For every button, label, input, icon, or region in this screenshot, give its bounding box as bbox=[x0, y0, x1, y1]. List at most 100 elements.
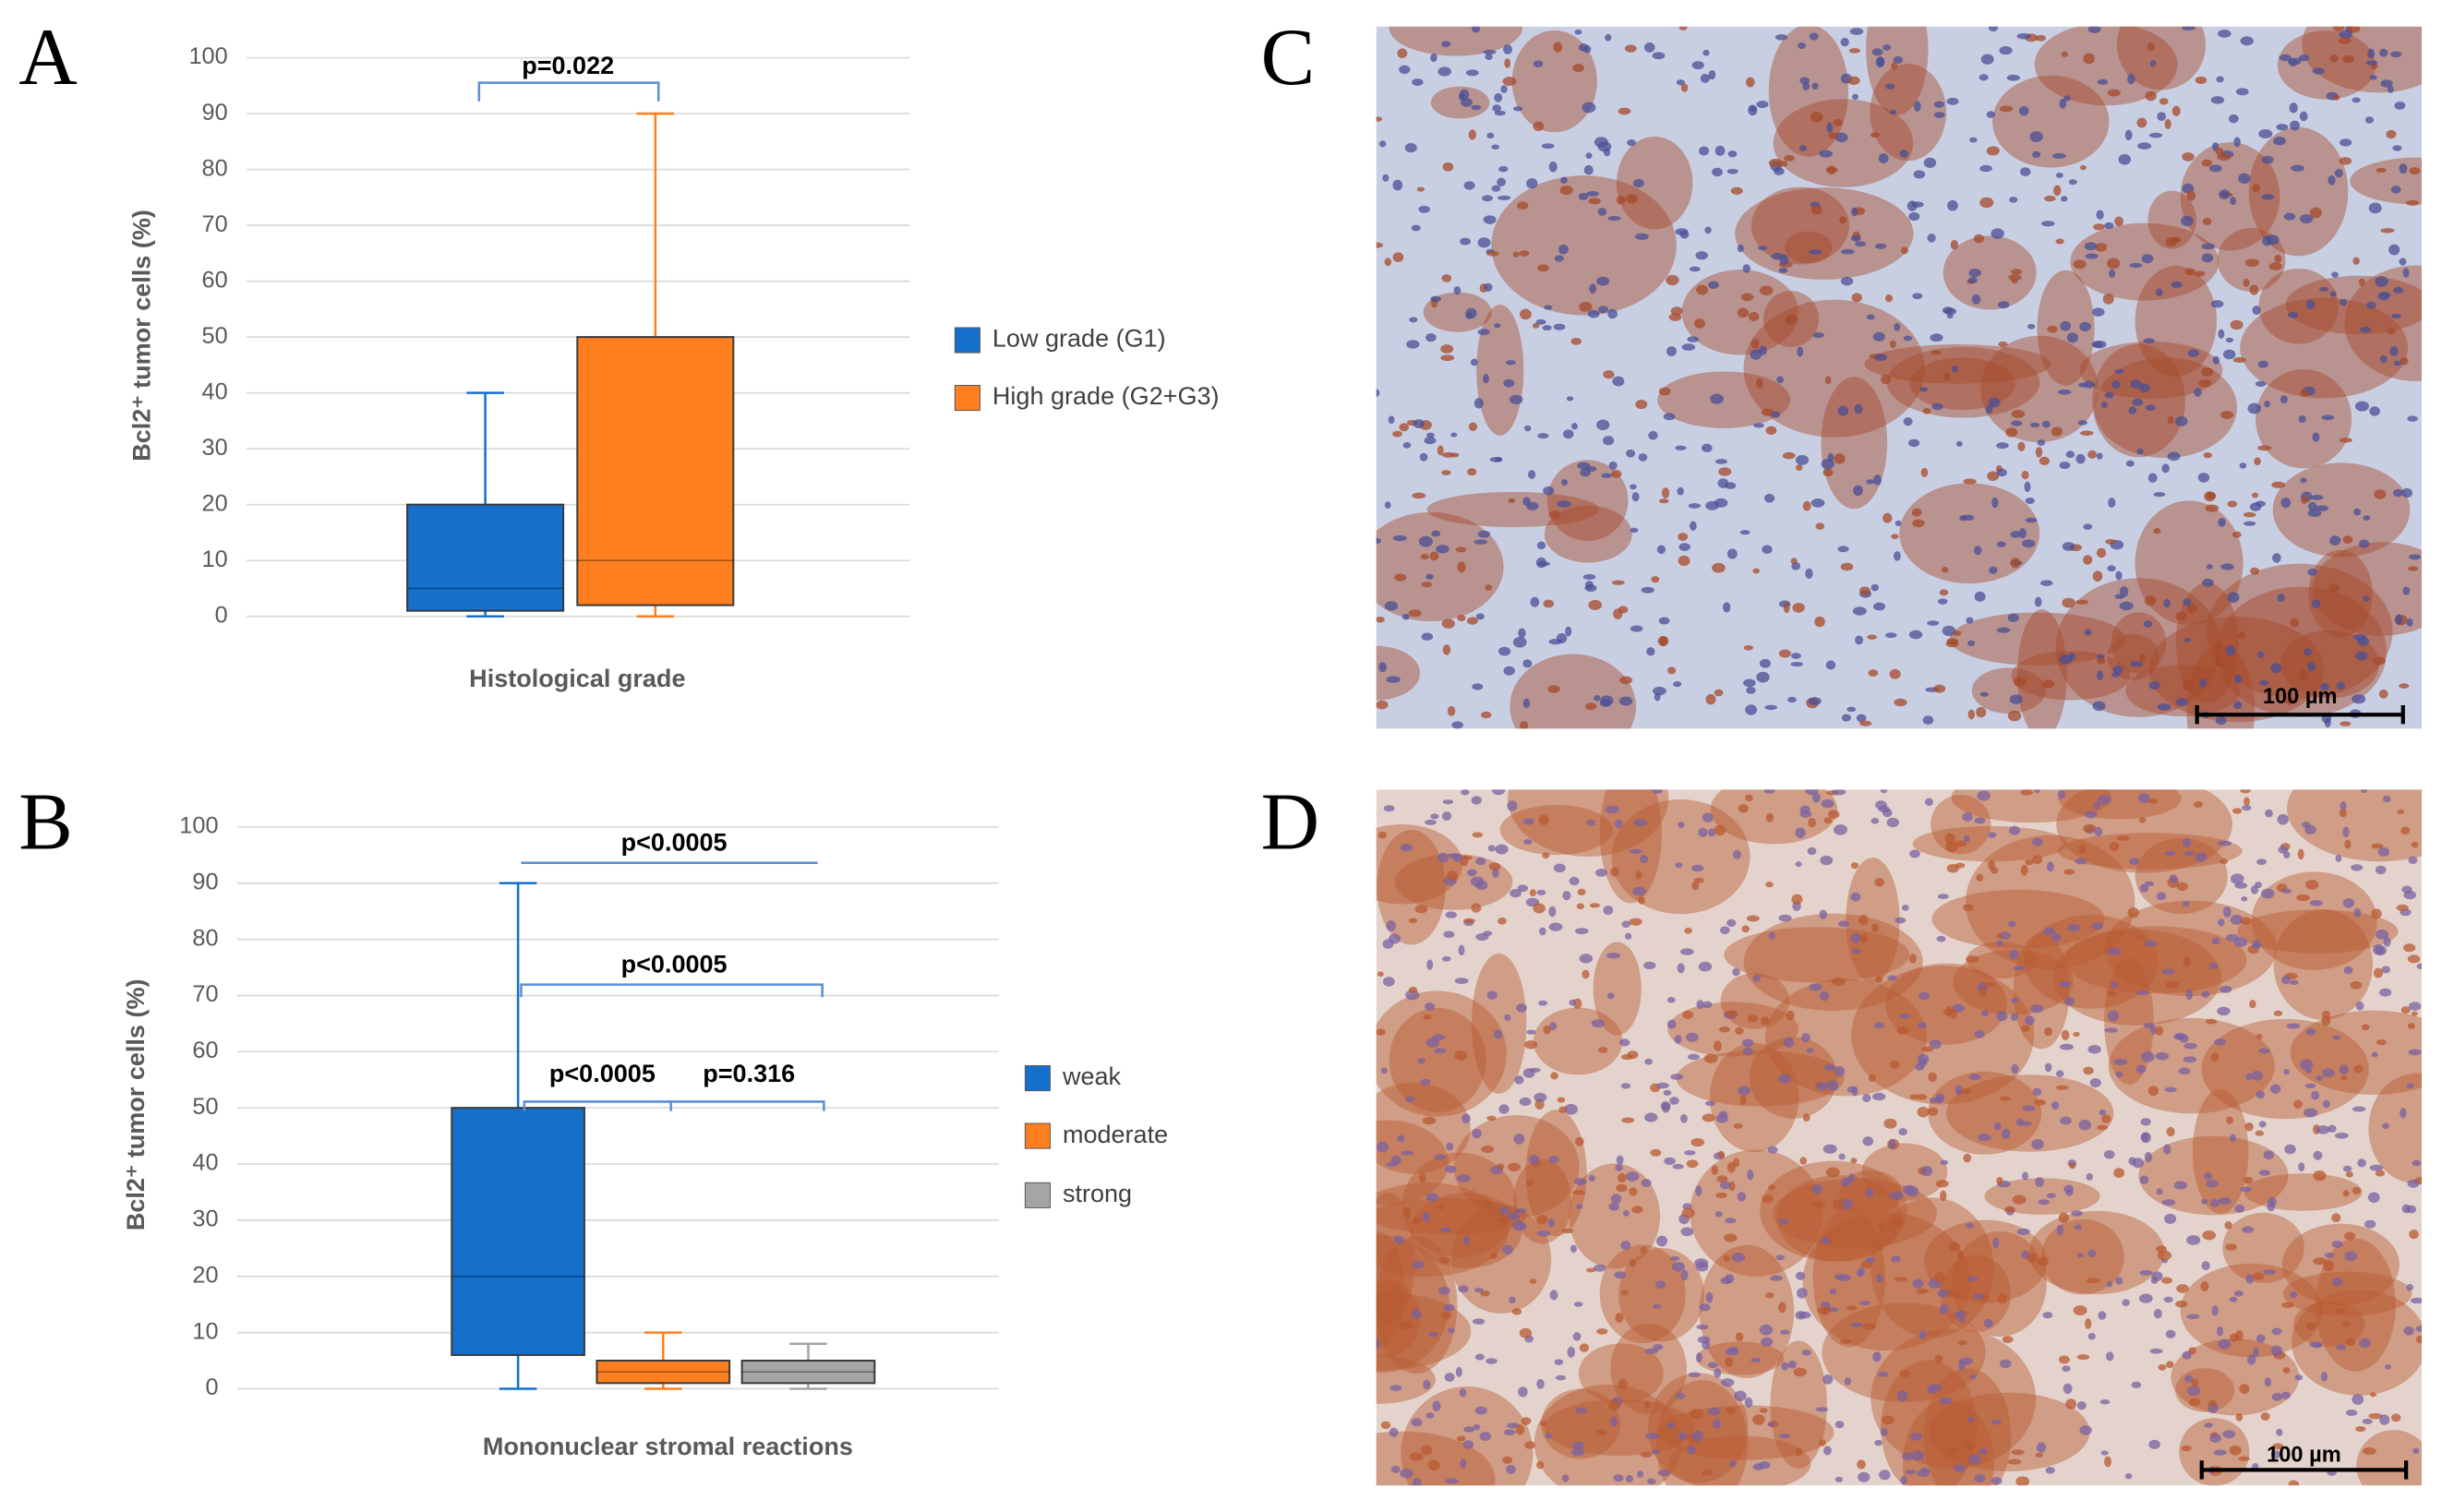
nucleus bbox=[2352, 257, 2360, 265]
nucleus bbox=[2135, 934, 2145, 941]
nucleus bbox=[1986, 111, 1995, 118]
nucleus bbox=[2128, 406, 2137, 414]
nucleus bbox=[2083, 523, 2093, 530]
nucleus bbox=[1405, 1096, 1416, 1103]
nucleus bbox=[1438, 852, 1449, 863]
nucleus bbox=[1889, 668, 1901, 679]
nucleus bbox=[2281, 888, 2292, 894]
nucleus bbox=[2301, 496, 2309, 504]
nucleus bbox=[1878, 1223, 1885, 1231]
nucleus bbox=[1696, 284, 1709, 295]
nucleus bbox=[2238, 1456, 2250, 1461]
nucleus bbox=[1782, 451, 1796, 460]
nucleus bbox=[1883, 1118, 1897, 1129]
nucleus bbox=[1601, 473, 1613, 478]
nucleus bbox=[2025, 497, 2035, 505]
nucleus bbox=[1680, 1113, 1688, 1123]
nucleus bbox=[1465, 307, 1477, 319]
nucleus bbox=[2407, 954, 2421, 964]
nucleus bbox=[1909, 1094, 1919, 1100]
nucleus bbox=[2109, 842, 2120, 851]
nucleus bbox=[2244, 1122, 2254, 1132]
nucleus bbox=[1881, 374, 1891, 385]
nucleus bbox=[1976, 873, 1984, 882]
nucleus bbox=[2063, 869, 2075, 875]
nucleus bbox=[1427, 1459, 1440, 1470]
nucleus bbox=[1887, 975, 1897, 981]
nucleus bbox=[2179, 1034, 2189, 1043]
nucleus bbox=[2184, 1374, 2194, 1383]
nucleus bbox=[2137, 793, 2150, 804]
nucleus bbox=[2087, 1249, 2097, 1258]
nucleus bbox=[2155, 288, 2163, 296]
nucleus bbox=[1822, 1374, 1834, 1385]
nucleus bbox=[2167, 451, 2181, 462]
nucleus bbox=[1840, 276, 1854, 286]
nucleus bbox=[2400, 1006, 2411, 1014]
stain-patch bbox=[2171, 1338, 2300, 1416]
nucleus bbox=[1852, 606, 1867, 616]
p-value: p=0.316 bbox=[703, 1060, 795, 1087]
nucleus bbox=[2281, 976, 2291, 985]
nucleus bbox=[2094, 826, 2103, 836]
nucleus bbox=[2391, 313, 2402, 319]
nucleus bbox=[1933, 112, 1945, 118]
nucleus bbox=[1811, 1184, 1822, 1194]
nucleus bbox=[1991, 1477, 2003, 1485]
nucleus bbox=[2300, 390, 2309, 397]
nucleus bbox=[1968, 268, 1981, 278]
nucleus bbox=[2304, 824, 2316, 835]
nucleus bbox=[2328, 174, 2336, 186]
nucleus bbox=[2406, 1083, 2415, 1089]
nucleus bbox=[2291, 164, 2304, 172]
nucleus bbox=[1427, 1331, 1438, 1338]
nucleus bbox=[2060, 1116, 2072, 1125]
nucleus bbox=[2375, 945, 2387, 956]
nucleus bbox=[1812, 332, 1824, 339]
nucleus bbox=[2369, 75, 2377, 80]
nucleus bbox=[1545, 1433, 1552, 1439]
significance-bracket bbox=[520, 983, 824, 998]
stain-patch bbox=[2148, 616, 2325, 723]
nucleus bbox=[1744, 1397, 1753, 1409]
nucleus bbox=[1712, 167, 1723, 177]
nucleus bbox=[1467, 869, 1477, 877]
nucleus bbox=[1645, 1433, 1660, 1440]
nucleus bbox=[1603, 369, 1615, 379]
nucleus bbox=[1752, 1414, 1765, 1425]
nucleus bbox=[1903, 417, 1913, 426]
nucleus bbox=[1589, 903, 1601, 908]
nucleus bbox=[1661, 487, 1670, 498]
nucleus bbox=[1517, 884, 1529, 893]
nucleus bbox=[1520, 721, 1529, 729]
nucleus bbox=[1786, 1010, 1795, 1021]
nucleus bbox=[1579, 302, 1593, 312]
nucleus bbox=[1513, 1134, 1525, 1145]
nucleus bbox=[1899, 1369, 1911, 1378]
nucleus bbox=[1606, 952, 1621, 959]
nucleus bbox=[1996, 468, 2007, 477]
nucleus bbox=[1574, 29, 1582, 35]
nucleus bbox=[2313, 1170, 2327, 1182]
nucleus bbox=[2341, 54, 2354, 64]
nucleus bbox=[1627, 138, 1636, 147]
nucleus bbox=[2201, 1261, 2210, 1271]
nucleus bbox=[2225, 1243, 2237, 1251]
nucleus bbox=[1850, 1322, 1862, 1327]
nucleus bbox=[1438, 1286, 1450, 1295]
nucleus bbox=[2352, 694, 2366, 704]
nucleus bbox=[1761, 1337, 1774, 1347]
nucleus bbox=[2058, 1355, 2070, 1364]
nucleus bbox=[1658, 617, 1670, 625]
stain-patch bbox=[1376, 990, 1507, 1117]
nucleus bbox=[1422, 1211, 1430, 1222]
nucleus bbox=[1434, 1154, 1446, 1160]
nucleus bbox=[1725, 1357, 1734, 1368]
nucleus bbox=[1564, 1103, 1579, 1115]
stain-patch bbox=[1953, 949, 2074, 1015]
nucleus bbox=[1542, 325, 1552, 331]
nucleus bbox=[1871, 923, 1880, 933]
nucleus bbox=[2073, 1031, 2080, 1038]
nucleus bbox=[2233, 1290, 2244, 1297]
nucleus bbox=[2365, 60, 2378, 66]
